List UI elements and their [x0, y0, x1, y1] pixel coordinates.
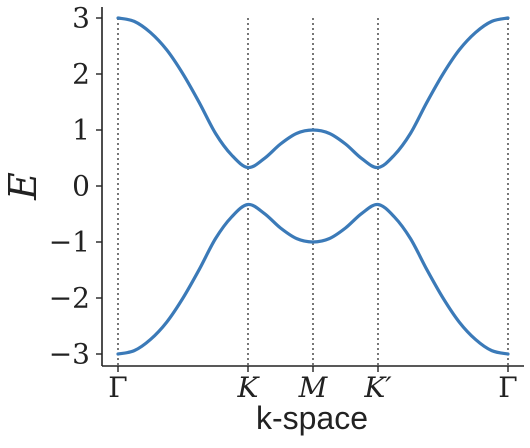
- y-tick-label: −2: [49, 282, 90, 315]
- x-tick-label: M: [298, 371, 329, 404]
- x-tick-label: K: [237, 371, 261, 404]
- y-tick-label: 0: [72, 170, 90, 203]
- y-tick-label: −3: [49, 338, 90, 371]
- high-symmetry-lines: [117, 18, 509, 366]
- lower-band-line: [116, 202, 510, 356]
- x-tick-label: K′: [363, 371, 392, 404]
- x-tick-label: Γ: [498, 371, 517, 404]
- x-axis-label: k-space: [256, 400, 368, 436]
- axes: [101, 7, 524, 367]
- x-tick-label: Γ: [108, 371, 127, 404]
- upper-band-line: [116, 16, 510, 170]
- y-tick-label: 3: [72, 2, 90, 35]
- x-ticks: Γ K M K′ Γ: [108, 366, 518, 404]
- y-tick-label: 2: [72, 58, 90, 91]
- y-axis-label: E: [1, 172, 45, 201]
- y-tick-label: −1: [49, 226, 90, 259]
- y-tick-label: 1: [72, 114, 90, 147]
- y-ticks: 3 2 1 0 −1 −2 −3: [49, 2, 102, 371]
- band-curves: [116, 16, 510, 356]
